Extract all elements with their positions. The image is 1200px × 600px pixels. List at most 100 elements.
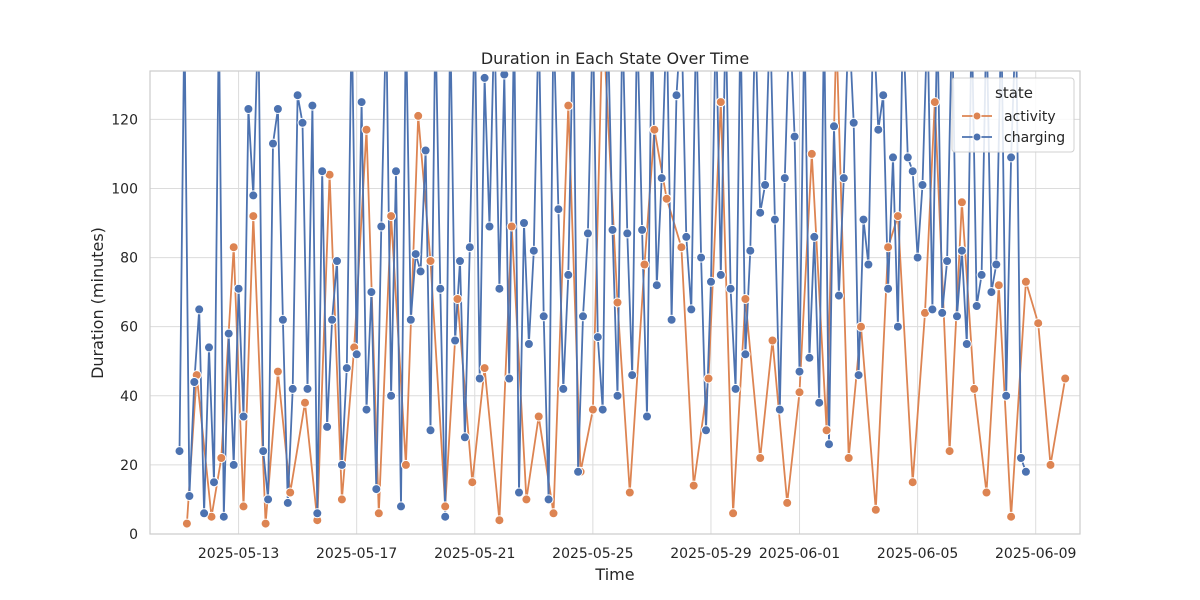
data-point-activity (821, 425, 832, 436)
data-point-charging (228, 459, 239, 470)
data-point-charging (794, 366, 805, 377)
data-point-charging (499, 71, 510, 80)
data-point-charging (1006, 152, 1017, 163)
data-point-activity (1006, 511, 1017, 522)
data-point-charging (322, 421, 333, 432)
data-point-activity (216, 453, 227, 463)
data-point-activity (1060, 373, 1071, 384)
data-point-charging (558, 383, 569, 394)
data-point-activity (715, 97, 726, 108)
x-tick-label: 2025-06-09 (995, 546, 1076, 562)
y-tick-label: 120 (111, 112, 138, 128)
data-point-charging (642, 411, 652, 422)
data-point-charging (937, 307, 948, 318)
data-point-activity (361, 124, 372, 135)
data-point-charging (917, 180, 928, 190)
data-point-activity (782, 497, 793, 508)
data-point-activity (612, 297, 623, 308)
data-point-activity (400, 459, 411, 470)
data-point-charging (814, 397, 825, 408)
data-point-activity (260, 518, 271, 529)
data-point-charging (464, 242, 475, 253)
data-point-charging (277, 314, 288, 325)
data-point-activity (624, 487, 635, 498)
data-point-charging (701, 425, 711, 436)
data-point-charging (833, 290, 844, 301)
data-point-activity (843, 453, 854, 463)
data-point-charging (986, 287, 997, 298)
data-point-charging (582, 228, 593, 239)
data-point-charging (681, 231, 692, 242)
data-point-charging (627, 370, 638, 381)
data-point-charging (760, 180, 771, 190)
data-point-charging (592, 332, 603, 343)
data-point-charging (961, 339, 972, 349)
data-point-activity (1045, 459, 1056, 470)
data-point-charging (656, 173, 667, 184)
data-point-charging (838, 173, 849, 184)
data-point-charging (238, 411, 249, 422)
x-axis-ticks: 2025-05-13 2025-05-17 2025-05-21 2025-05-25… (198, 546, 1077, 562)
data-point-charging (779, 173, 790, 184)
data-point-activity (688, 480, 699, 491)
data-point-charging (858, 214, 869, 225)
data-point-charging (307, 100, 318, 111)
data-point-charging (243, 104, 254, 114)
data-point-activity (413, 110, 424, 121)
x-tick-label: 2025-05-17 (316, 546, 397, 562)
data-point-charging (391, 166, 401, 177)
data-point-activity (181, 518, 192, 529)
legend-label-charging: charging (1004, 130, 1065, 146)
data-point-charging (942, 256, 953, 266)
y-tick-label: 40 (120, 389, 138, 405)
data-point-activity (440, 501, 451, 512)
data-point-activity (870, 504, 881, 515)
data-point-charging (774, 404, 785, 415)
legend-items: activity charging (962, 109, 1065, 146)
data-point-charging (848, 117, 859, 128)
data-point-charging (184, 491, 195, 501)
data-point-charging (272, 104, 283, 114)
data-point-activity (969, 383, 980, 394)
data-point-charging (356, 97, 367, 108)
legend-label-activity: activity (1004, 109, 1056, 125)
y-tick-label: 60 (120, 320, 138, 336)
data-point-activity (649, 124, 660, 135)
data-point-charging (376, 221, 387, 232)
x-tick-label: 2025-06-01 (759, 546, 840, 562)
data-point-activity (548, 508, 559, 519)
data-point-charging (573, 466, 584, 477)
data-point-activity (1033, 318, 1044, 329)
data-point-activity (228, 242, 239, 253)
legend: state activity charging (951, 77, 1075, 153)
data-point-charging (706, 276, 716, 287)
data-point-activity (892, 211, 903, 222)
y-tick-label: 0 (129, 527, 138, 543)
data-point-activity (272, 366, 283, 377)
data-point-charging (912, 252, 923, 263)
data-point-activity (238, 501, 249, 512)
legend-marker-charging (972, 132, 982, 142)
data-point-charging (386, 390, 397, 401)
data-point-charging (888, 152, 898, 163)
data-point-activity (767, 335, 778, 346)
legend-title: state (995, 84, 1033, 102)
data-point-charging (366, 287, 377, 298)
data-point-activity (533, 411, 544, 422)
data-point-charging (361, 404, 372, 415)
y-axis-ticks: 0 20 40 60 80 100 120 (111, 112, 138, 543)
data-point-charging (927, 304, 938, 315)
data-point-charging (553, 204, 564, 215)
data-point-activity (521, 494, 532, 505)
data-point-charging (1001, 390, 1012, 401)
data-point-charging (209, 477, 219, 488)
data-point-activity (467, 477, 478, 488)
data-point-charging (336, 459, 347, 470)
x-tick-label: 2025-06-05 (877, 546, 958, 562)
data-point-charging (204, 342, 214, 353)
y-axis-label: Duration (minutes) (88, 227, 107, 379)
data-point-activity (993, 280, 1004, 291)
data-point-charging (637, 224, 648, 235)
data-point-charging (578, 311, 588, 322)
